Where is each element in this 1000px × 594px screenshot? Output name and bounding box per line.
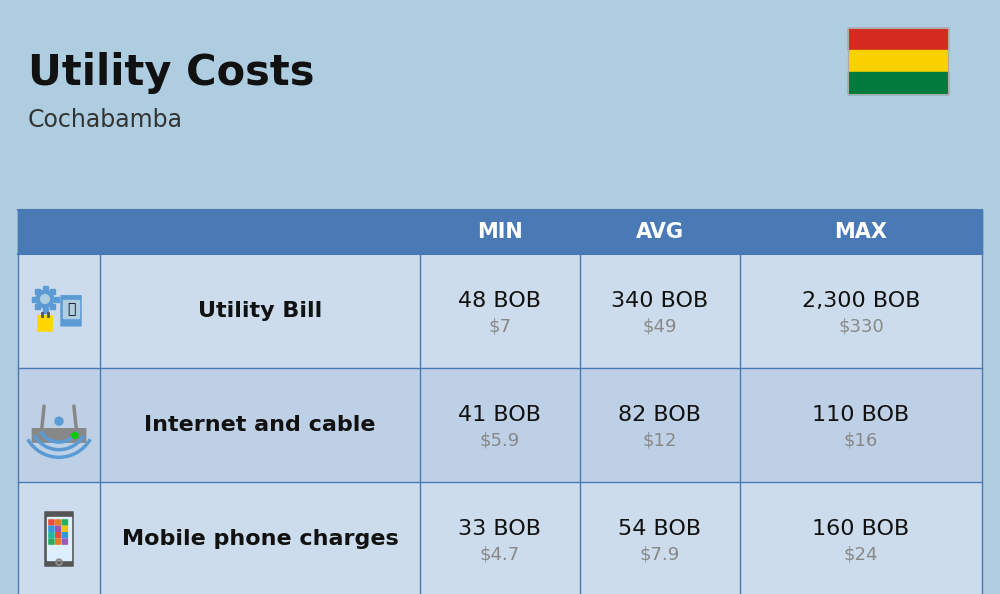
FancyBboxPatch shape [56,533,61,538]
Bar [848,72,948,94]
Text: $16: $16 [844,432,878,450]
Text: 82 BOB: 82 BOB [618,405,702,425]
Text: 54 BOB: 54 BOB [618,519,702,539]
Text: 41 BOB: 41 BOB [458,405,542,425]
Text: 33 BOB: 33 BOB [458,519,542,539]
Text: $7: $7 [488,318,512,336]
FancyBboxPatch shape [56,539,61,544]
FancyBboxPatch shape [62,539,67,544]
Text: $330: $330 [838,318,884,336]
Text: $24: $24 [844,546,878,564]
Text: 2,300 BOB: 2,300 BOB [802,291,920,311]
Circle shape [41,295,49,304]
Text: $4.7: $4.7 [480,546,520,564]
Text: 💧: 💧 [67,302,75,316]
Bar [18,210,982,254]
Bar [18,482,982,594]
Text: $12: $12 [643,432,677,450]
Text: Utility Costs: Utility Costs [28,52,314,94]
Bar [848,50,948,72]
FancyBboxPatch shape [61,296,81,326]
FancyBboxPatch shape [62,526,67,532]
Text: AVG: AVG [636,222,684,242]
Bar [63,301,79,318]
FancyBboxPatch shape [62,520,67,525]
Circle shape [72,432,78,438]
Text: $5.9: $5.9 [480,432,520,450]
FancyBboxPatch shape [32,429,86,442]
Text: 340 BOB: 340 BOB [611,291,709,311]
Text: 48 BOB: 48 BOB [458,291,542,311]
FancyBboxPatch shape [38,316,52,331]
Bar [848,28,948,50]
FancyBboxPatch shape [56,520,61,525]
FancyBboxPatch shape [49,526,54,532]
Bar [54,296,58,302]
Text: Utility Bill: Utility Bill [198,301,322,321]
Bar [35,289,40,293]
Text: 110 BOB: 110 BOB [812,405,910,425]
Circle shape [55,417,63,425]
Bar [32,296,36,302]
Bar [848,28,948,94]
Circle shape [36,290,54,308]
Text: 160 BOB: 160 BOB [812,519,910,539]
FancyBboxPatch shape [49,520,54,525]
Bar [47,517,71,560]
Text: $49: $49 [643,318,677,336]
Bar [50,304,55,309]
Bar [18,368,982,482]
FancyBboxPatch shape [49,533,54,538]
FancyBboxPatch shape [45,512,73,566]
Text: Cochabamba: Cochabamba [28,108,183,132]
Bar [42,286,48,290]
Text: Mobile phone charges: Mobile phone charges [122,529,398,549]
Text: Internet and cable: Internet and cable [144,415,376,435]
Bar [50,289,55,293]
Bar [18,254,982,368]
Text: MAX: MAX [834,222,888,242]
Bar [35,304,40,309]
Text: $7.9: $7.9 [640,546,680,564]
Bar [42,308,48,312]
FancyBboxPatch shape [49,539,54,544]
FancyBboxPatch shape [56,526,61,532]
FancyBboxPatch shape [62,533,67,538]
Text: MIN: MIN [477,222,523,242]
